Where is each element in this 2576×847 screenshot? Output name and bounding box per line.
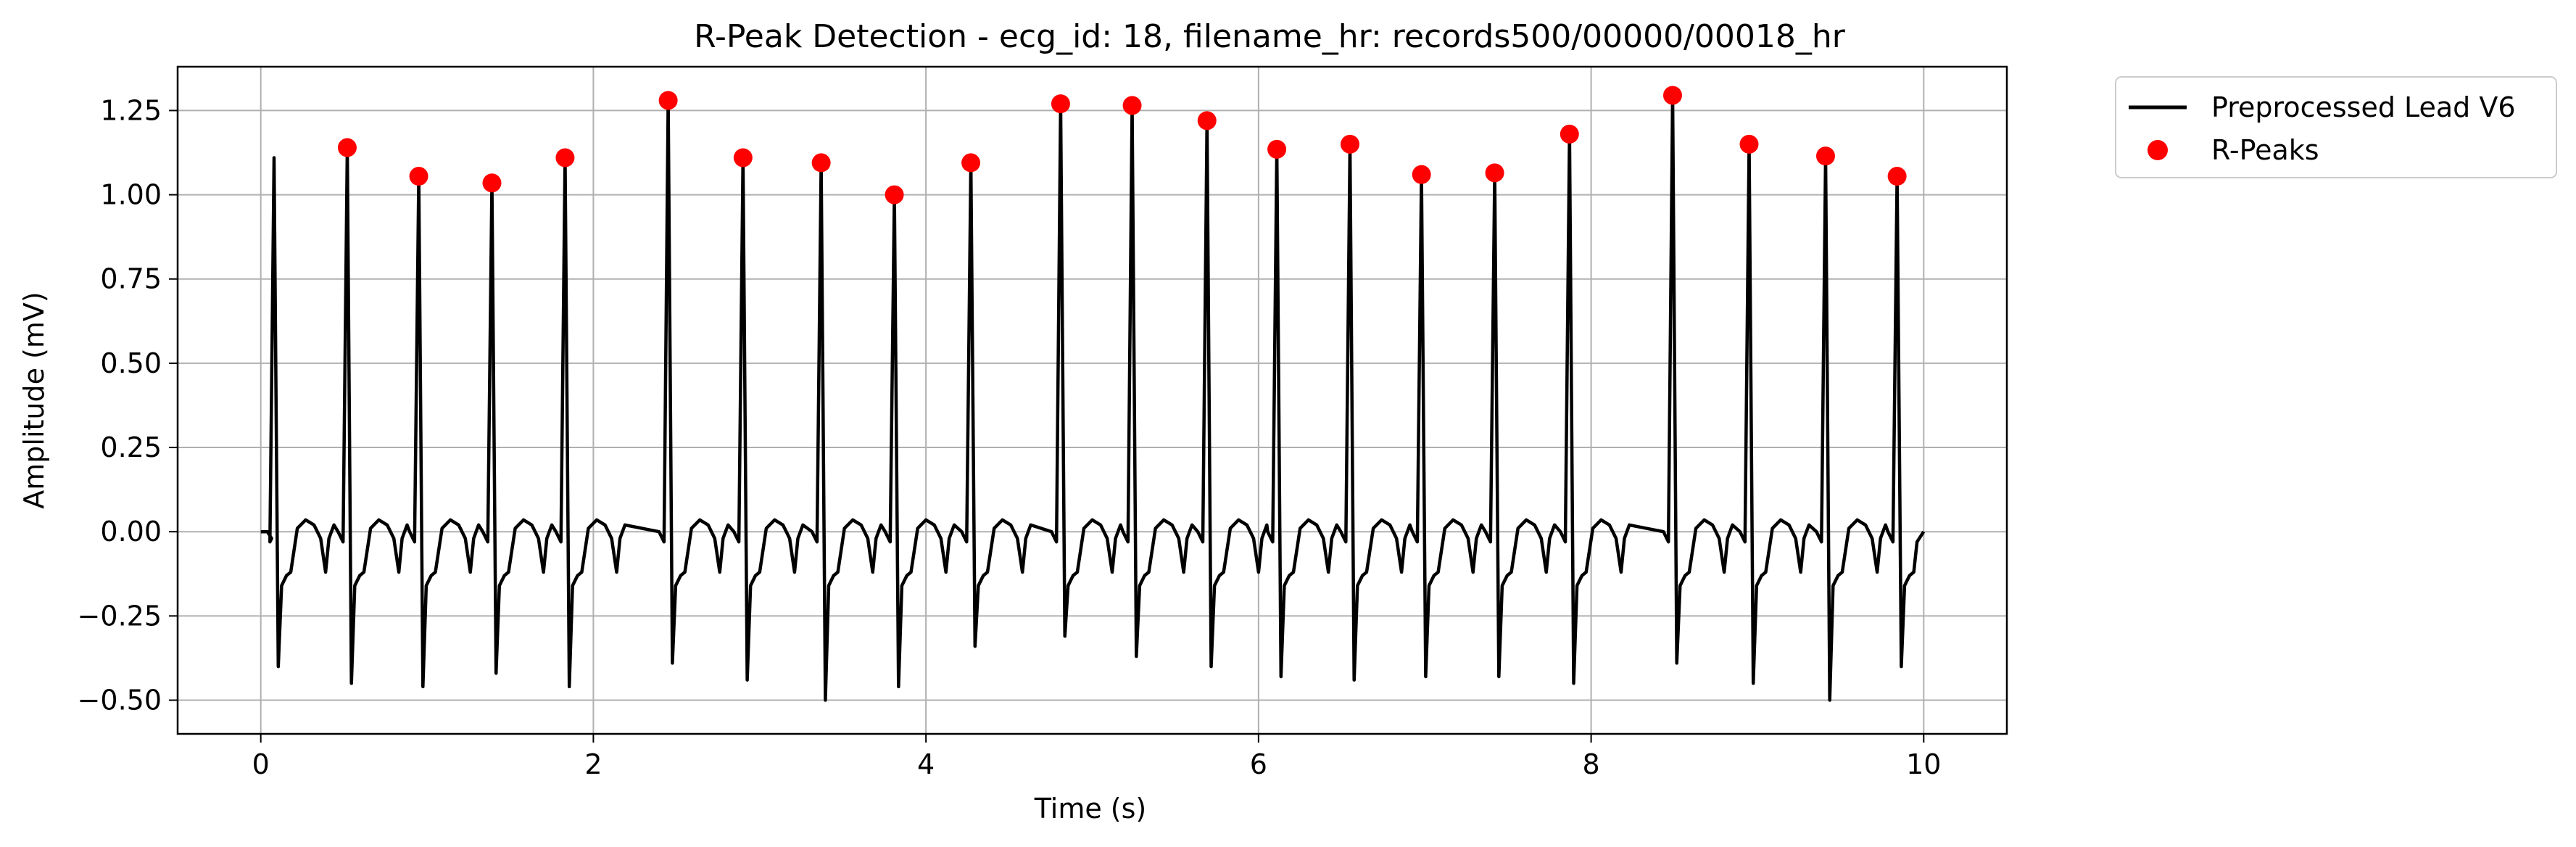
r-peak-marker bbox=[811, 153, 831, 173]
r-peak-marker bbox=[1662, 86, 1682, 105]
ticks: 0 2 4 6 8 10 −0.50 −0.25 0.00 0.25 0.50 0.75 1.00 1.2… bbox=[78, 94, 1942, 780]
y-tick-label: −0.25 bbox=[78, 600, 162, 632]
legend-box bbox=[2115, 76, 2557, 178]
r-peak-marker bbox=[1197, 111, 1217, 131]
r-peak-marker bbox=[1122, 96, 1142, 115]
y-tick-label: 1.00 bbox=[100, 179, 162, 211]
r-peak-marker bbox=[1739, 134, 1759, 154]
x-tick-label: 0 bbox=[252, 748, 270, 780]
plot-area bbox=[260, 86, 1926, 702]
r-peak-marker bbox=[1560, 124, 1579, 144]
axes-frame bbox=[176, 65, 2008, 735]
ecg-trace-line bbox=[260, 94, 1926, 702]
legend-label-rpeaks: R-Peaks bbox=[2211, 134, 2319, 166]
x-axis-label: Time (s) bbox=[1034, 793, 1147, 825]
y-tick-label: 1.25 bbox=[100, 94, 162, 126]
r-peak-marker bbox=[482, 173, 502, 193]
r-peak-marker bbox=[733, 148, 753, 168]
y-tick-label: −0.50 bbox=[78, 685, 162, 716]
r-peak-marker bbox=[1412, 165, 1431, 184]
x-tick-label: 10 bbox=[1906, 748, 1941, 780]
x-tick-label: 2 bbox=[584, 748, 602, 780]
x-tick-label: 8 bbox=[1582, 748, 1599, 780]
y-tick-label: 0.00 bbox=[100, 516, 162, 548]
r-peak-marker bbox=[1341, 134, 1360, 154]
y-axis-label: Amplitude (mV) bbox=[18, 292, 50, 508]
r-peak-marker bbox=[1267, 139, 1287, 159]
y-tick-label: 0.75 bbox=[100, 263, 162, 295]
x-tick-label: 4 bbox=[917, 748, 935, 780]
y-tick-label: 0.50 bbox=[100, 347, 162, 379]
r-peak-marker bbox=[409, 167, 428, 186]
chart-title: R-Peak Detection - ecg_id: 18, filename_… bbox=[694, 18, 1846, 55]
legend: Preprocessed Lead V6 R-Peaks bbox=[2115, 76, 2557, 178]
legend-label-lead: Preprocessed Lead V6 bbox=[2211, 91, 2516, 123]
r-peak-marker bbox=[1815, 146, 1835, 166]
r-peak-marker bbox=[961, 153, 981, 173]
r-peak-marker bbox=[1887, 167, 1907, 186]
r-peak-marker bbox=[555, 148, 575, 168]
r-peak-marker bbox=[658, 91, 678, 110]
grid bbox=[178, 67, 2007, 734]
x-tick-label: 6 bbox=[1250, 748, 1267, 780]
r-peak-marker bbox=[1051, 94, 1070, 114]
r-peak-marker bbox=[337, 138, 357, 157]
legend-marker-swatch bbox=[2148, 140, 2168, 160]
y-tick-label: 0.25 bbox=[100, 431, 162, 463]
r-peak-marker bbox=[1485, 163, 1504, 183]
r-peak-marker bbox=[885, 185, 904, 204]
